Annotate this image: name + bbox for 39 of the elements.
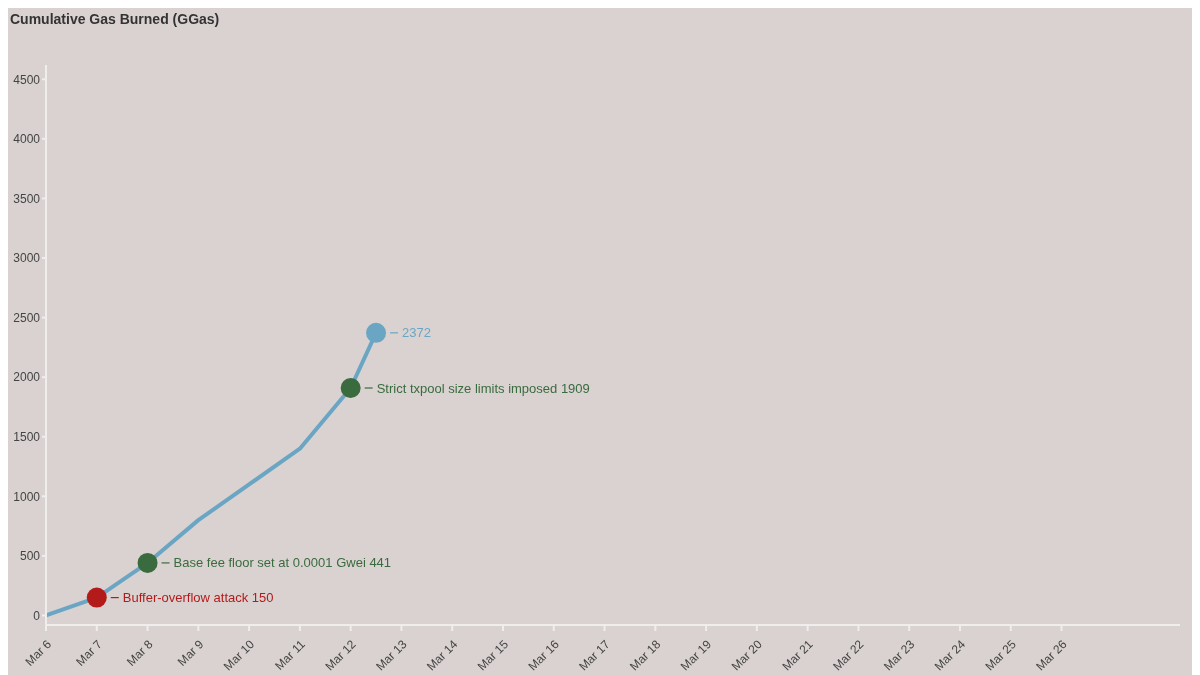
x-tick-label: Mar 25 <box>982 636 1020 674</box>
data-label: 2372 <box>402 325 431 341</box>
y-tick-label: 3000 <box>13 251 41 266</box>
y-tick-label: 4500 <box>13 72 41 87</box>
x-tick-label: Mar 16 <box>525 636 563 674</box>
x-tick-label: Mar 20 <box>728 636 766 674</box>
point <box>137 552 158 573</box>
data-label: Strict txpool size limits imposed 1909 <box>376 380 590 396</box>
chart-title: Cumulative Gas Burned (GGas) <box>10 11 220 27</box>
x-tick-label: Mar 15 <box>474 636 512 674</box>
y-tick-label: 4000 <box>13 132 41 147</box>
x-tick-label: Mar 11 <box>272 636 309 673</box>
x-tick-label: Mar 7 <box>73 636 106 669</box>
x-tick-label: Mar 26 <box>1033 636 1070 674</box>
x-tick-label: Mar 17 <box>576 636 613 674</box>
x-tick-label: Mar 19 <box>677 636 715 674</box>
x-tick-label: Mar 6 <box>22 636 55 669</box>
y-tick-label: 0 <box>33 608 41 623</box>
x-tick-label: Mar 24 <box>931 636 969 674</box>
y-tick-label: 3500 <box>13 191 41 206</box>
y-tick-label: 2000 <box>13 370 41 385</box>
x-tick-label: Mar 22 <box>830 636 867 674</box>
y-tick-label: 500 <box>19 549 41 564</box>
point <box>340 378 361 399</box>
x-tick-label: Mar 8 <box>124 636 156 669</box>
x-tick-label: Mar 13 <box>373 636 410 674</box>
data-label: Buffer-overflow attack 150 <box>122 590 274 606</box>
x-tick-label: Mar 21 <box>779 636 816 674</box>
y-tick-label: 2500 <box>13 310 41 325</box>
x-tick-label: Mar 9 <box>174 636 207 669</box>
x-tick-label: Mar 12 <box>322 636 359 674</box>
x-tick-label: Mar 10 <box>220 636 258 674</box>
x-tick-label: Mar 14 <box>423 636 461 674</box>
y-tick-label: 1500 <box>13 430 41 444</box>
x-tick-label: Mar 23 <box>880 636 918 674</box>
data-label: Base fee floor set at 0.0001 Gwei 441 <box>173 555 392 571</box>
x-tick-label: Mar 18 <box>627 636 664 674</box>
point <box>86 587 107 608</box>
y-tick-label: 1000 <box>13 489 41 504</box>
